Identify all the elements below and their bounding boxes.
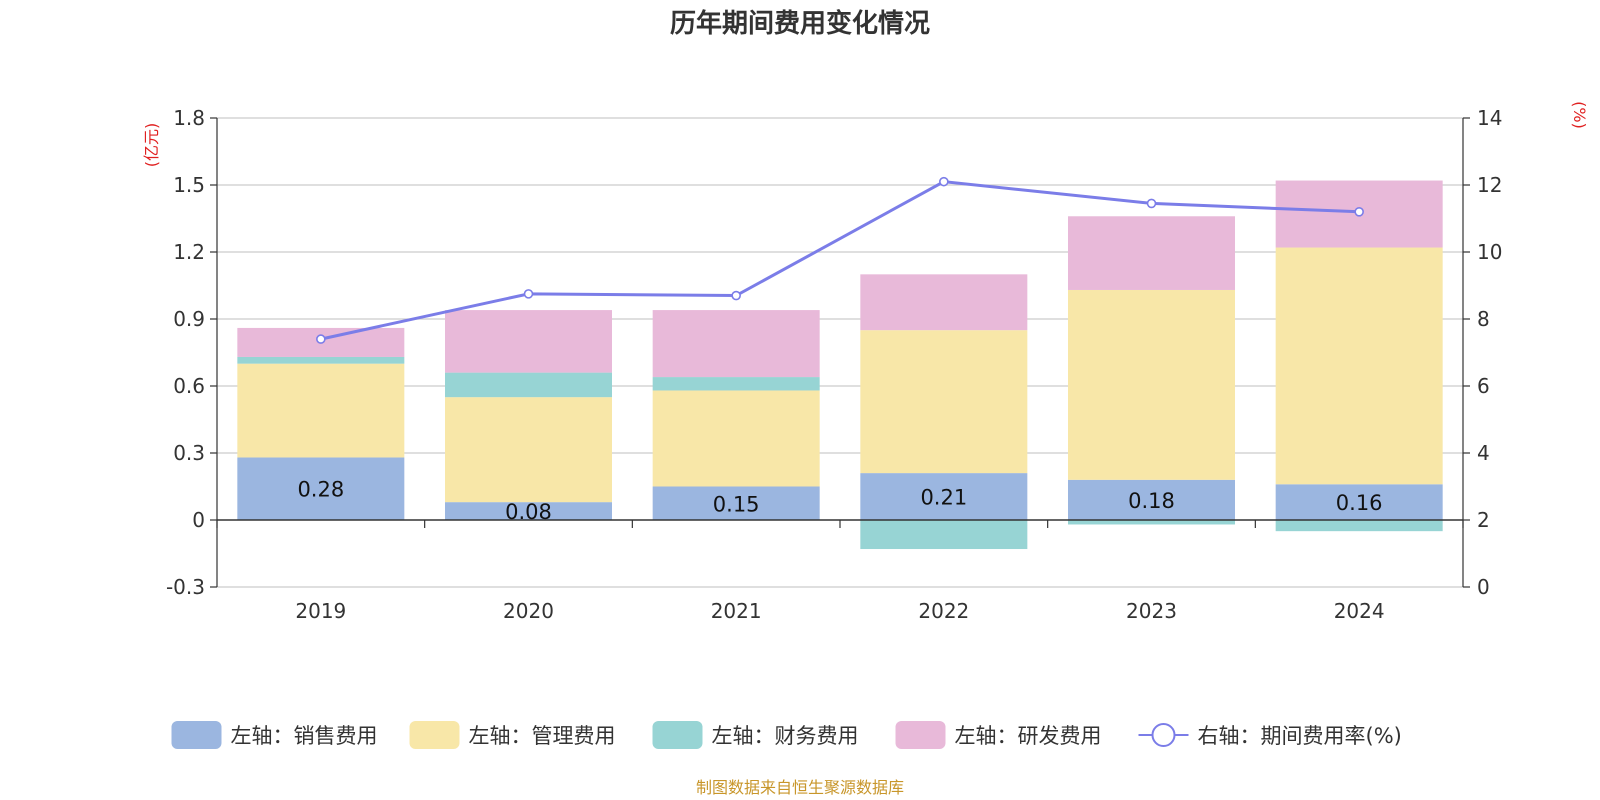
right-tick-label: 10	[1477, 240, 1502, 264]
right-tick-label: 12	[1477, 173, 1502, 197]
data-label: 0.16	[1336, 491, 1383, 515]
left-tick-label: 0.6	[173, 374, 205, 398]
bar-segment	[1068, 520, 1235, 525]
x-category-label: 2019	[295, 599, 346, 623]
bar-segment	[860, 330, 1028, 474]
x-category-label: 2024	[1334, 599, 1385, 623]
rate-point	[939, 176, 949, 187]
left-tick-label: 1.5	[173, 173, 205, 197]
rate-point	[1354, 207, 1364, 217]
legend: 左轴：销售费用 左轴：管理费用 左轴：财务费用 左轴：研发费用 右轴：期间费用率(%)	[171, 721, 1402, 749]
bar-segment	[652, 486, 820, 520]
bar-segment	[1275, 484, 1443, 520]
right-tick-label: 8	[1477, 307, 1490, 331]
rate-point	[1146, 198, 1157, 209]
left-tick-label: -0.3	[166, 575, 205, 599]
bar-segment	[1275, 520, 1443, 532]
left-tick-label: 1.2	[173, 240, 205, 264]
bar-segment	[1068, 479, 1235, 520]
left-tick-label: 0	[192, 508, 205, 532]
bar-segment	[445, 372, 612, 398]
legend-swatch	[652, 721, 703, 749]
bar-segment	[445, 310, 612, 373]
gridlines	[217, 117, 1463, 588]
legend-label: 左轴：销售费用	[231, 724, 378, 748]
bar-segment	[652, 310, 820, 378]
bar-segment	[860, 520, 1028, 550]
x-category-label: 2021	[711, 599, 762, 623]
chart-title: 历年期间费用变化情况	[670, 8, 930, 39]
right-tick-label: 0	[1477, 575, 1490, 599]
left-tick-label: 0.9	[173, 307, 205, 331]
bar-segment	[860, 473, 1028, 520]
bar-segment	[1275, 247, 1443, 485]
data-label: 0.08	[505, 500, 552, 524]
data-labels: 0.28 0.08 0.15 0.21 0.18 0.16	[297, 478, 1382, 524]
bar-segment	[445, 397, 612, 503]
data-label: 0.21	[920, 486, 967, 510]
data-label: 0.18	[1128, 489, 1175, 513]
x-category-label: 2022	[918, 599, 969, 623]
legend-swatch	[171, 721, 222, 749]
bar-segment	[1068, 216, 1235, 290]
right-tick-label: 14	[1477, 106, 1502, 130]
line-series	[316, 176, 1364, 344]
left-tick-label: 0.3	[173, 441, 205, 465]
right-tick-label: 2	[1477, 508, 1490, 532]
bar-segment	[652, 390, 820, 487]
rate-point	[731, 290, 741, 301]
data-label: 0.28	[297, 478, 344, 502]
legend-label: 左轴：管理费用	[469, 724, 616, 748]
right-tick-label: 4	[1477, 441, 1490, 465]
axes: -0.3 0 0.3 0.6 0.9 1.2 1.5 1.8 0 2 4 6 8 10 12 14 2019 20…	[166, 106, 1502, 623]
bar-segment	[860, 274, 1028, 331]
legend-label: 左轴：研发费用	[955, 724, 1102, 748]
rate-point	[523, 289, 534, 299]
legend-label: 左轴：财务费用	[712, 724, 859, 748]
legend-swatch	[409, 721, 460, 749]
bar-segment	[237, 363, 405, 458]
bars	[237, 180, 1443, 550]
data-label: 0.15	[713, 492, 760, 516]
x-category-label: 2023	[1126, 599, 1177, 623]
legend-marker	[1151, 723, 1176, 747]
legend-label: 右轴：期间费用率(%)	[1198, 724, 1402, 748]
right-tick-label: 6	[1477, 374, 1490, 398]
rate-point	[316, 334, 326, 344]
right-axis-unit-label: (%)	[1570, 101, 1589, 129]
left-axis-unit-label: (亿元)	[142, 123, 161, 168]
left-tick-label: 1.8	[173, 106, 205, 130]
rate-line	[320, 180, 1360, 341]
bar-segment	[1068, 289, 1235, 480]
x-category-label: 2020	[503, 599, 554, 623]
bar-segment	[652, 377, 820, 391]
legend-swatch	[895, 721, 946, 749]
source-note: 制图数据来自恒生聚源数据库	[696, 778, 904, 797]
bar-segment	[237, 457, 405, 520]
bar-segment	[237, 356, 405, 364]
bar-segment	[445, 502, 612, 520]
